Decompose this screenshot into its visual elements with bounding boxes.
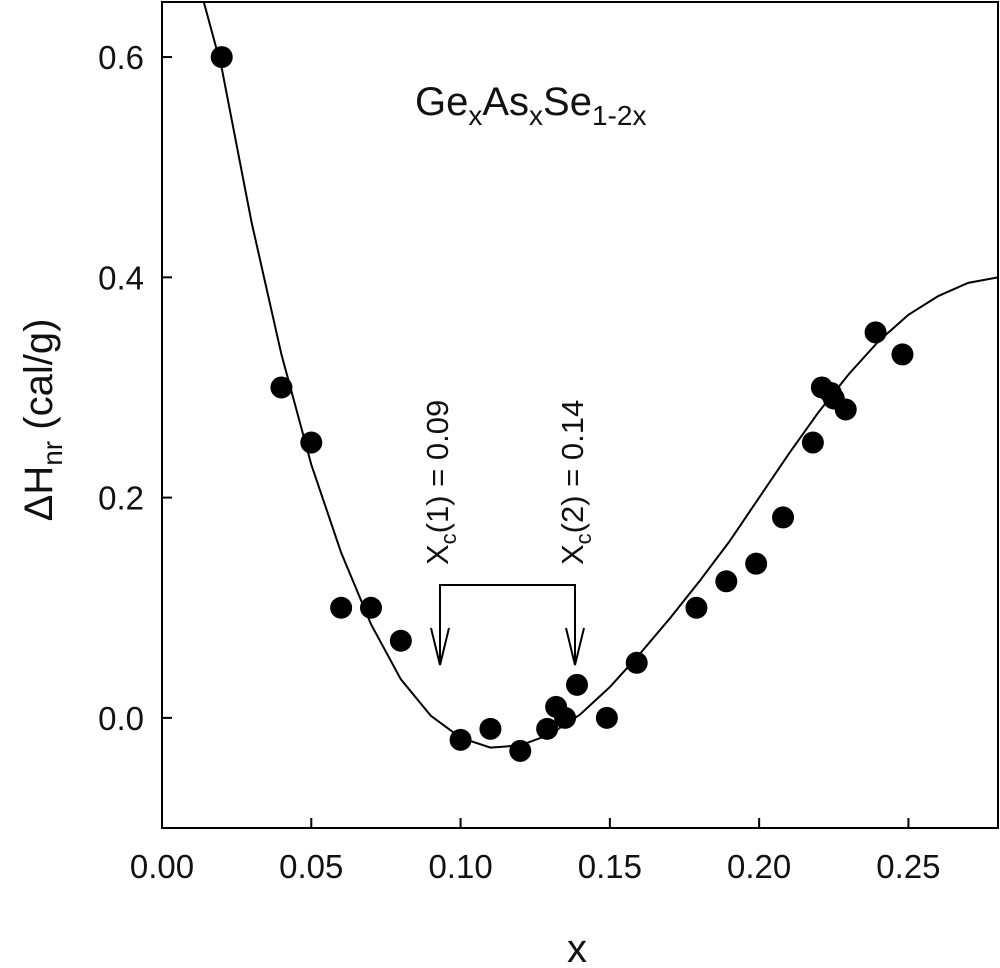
annotation-subscript: c xyxy=(571,533,596,544)
data-point xyxy=(715,570,738,593)
data-point xyxy=(864,321,887,344)
annotation: Xc(1) = 0.09 xyxy=(420,400,461,565)
x-tick-label: 0.25 xyxy=(876,848,940,885)
fit-curve xyxy=(202,2,998,749)
data-point xyxy=(685,596,708,619)
annotation: Xc(2) = 0.14 xyxy=(555,400,596,565)
x-tick-label: 0.10 xyxy=(428,848,492,885)
annotation-text: X xyxy=(555,544,590,565)
chart-title: GexAsxSe1-2x xyxy=(415,80,646,131)
data-point xyxy=(772,506,795,529)
data-point xyxy=(449,728,472,751)
x-tick-label: 0.15 xyxy=(578,848,642,885)
title-text: Se xyxy=(543,80,592,124)
title-text: As xyxy=(482,80,529,124)
data-point xyxy=(509,739,532,762)
y-tick-label: 0.0 xyxy=(98,700,144,737)
x-tick-label: 0.05 xyxy=(279,848,343,885)
y-tick-label: 0.2 xyxy=(98,480,144,517)
arrow-head xyxy=(565,627,585,666)
x-tick-label: 0.20 xyxy=(727,848,791,885)
annotation-bracket xyxy=(430,584,585,666)
data-point xyxy=(566,673,589,696)
data-point xyxy=(300,431,323,454)
annotation-text: (1) = 0.09 xyxy=(420,400,455,534)
annotation-text: (2) = 0.14 xyxy=(555,400,590,534)
plot-frame xyxy=(161,1,999,829)
x-tick-label: 0.00 xyxy=(130,848,194,885)
title-subscript: 1-2x xyxy=(592,100,646,131)
data-point xyxy=(389,629,412,652)
data-point xyxy=(625,651,648,674)
y-tick-label: 0.6 xyxy=(98,39,144,76)
data-point xyxy=(595,706,618,729)
y-label-text: (cal/g) xyxy=(17,319,61,441)
title-text: Ge xyxy=(415,80,468,124)
annotation-text: X xyxy=(420,544,455,565)
title-subscript: x xyxy=(468,100,482,131)
y-axis-label: ΔHnr (cal/g) xyxy=(17,319,68,522)
data-point xyxy=(479,717,502,740)
arrow-head xyxy=(430,627,450,666)
data-point xyxy=(330,596,353,619)
data-point xyxy=(210,46,233,69)
y-label-subscript: nr xyxy=(37,441,68,466)
data-point xyxy=(536,717,559,740)
title-subscript: x xyxy=(529,100,543,131)
data-point xyxy=(891,343,914,366)
annotation-subscript: c xyxy=(436,533,461,544)
x-axis-label: x xyxy=(567,927,587,968)
data-point xyxy=(834,398,857,421)
data-point xyxy=(801,431,824,454)
data-point xyxy=(360,596,382,619)
y-tick-label: 0.4 xyxy=(98,259,144,296)
y-label-text: ΔH xyxy=(17,466,61,522)
data-point xyxy=(554,706,577,729)
bracket xyxy=(439,584,576,665)
data-point xyxy=(745,552,768,575)
data-point xyxy=(270,376,293,399)
